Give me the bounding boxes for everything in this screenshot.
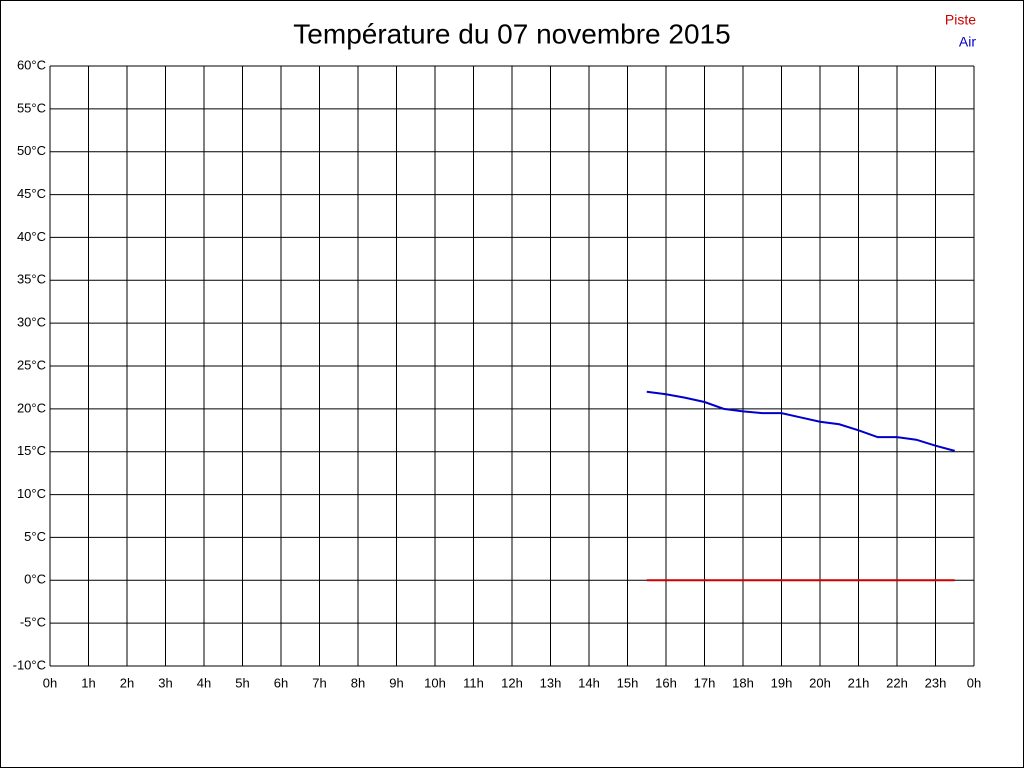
x-tick-label: 2h [120,675,134,690]
y-tick-label: 15°C [17,443,46,458]
x-tick-label: 3h [158,675,172,690]
y-tick-label: 10°C [17,486,46,501]
x-tick-label: 13h [540,675,562,690]
x-tick-label: 1h [81,675,95,690]
y-tick-label: -10°C [13,657,46,672]
y-tick-label: 50°C [17,143,46,158]
y-tick-label: 25°C [17,357,46,372]
y-tick-label: 0°C [24,572,46,587]
y-tick-label: -5°C [20,615,46,630]
chart-title: Température du 07 novembre 2015 [293,18,730,49]
x-tick-label: 6h [274,675,288,690]
y-tick-label: 30°C [17,315,46,330]
x-tick-label: 8h [351,675,365,690]
x-tick-label: 4h [197,675,211,690]
x-tick-label: 16h [655,675,677,690]
x-tick-label: 18h [732,675,754,690]
y-tick-label: 55°C [17,100,46,115]
y-tick-label: 20°C [17,400,46,415]
x-tick-label: 9h [389,675,403,690]
y-tick-label: 5°C [24,529,46,544]
x-tick-label: 15h [617,675,639,690]
y-tick-label: 45°C [17,186,46,201]
series-line [646,390,956,452]
x-tick-label: 23h [925,675,947,690]
x-tick-label: 0h [43,675,57,690]
legend-label: Air [959,34,976,50]
y-tick-label: 60°C [17,57,46,72]
legend-label: Piste [945,12,976,28]
x-tick-label: 7h [312,675,326,690]
x-tick-label: 21h [848,675,870,690]
x-tick-label: 22h [886,675,908,690]
x-tick-label: 5h [235,675,249,690]
x-tick-label: 19h [771,675,793,690]
y-tick-label: 35°C [17,272,46,287]
x-tick-label: 17h [694,675,716,690]
x-tick-label: 12h [501,675,523,690]
x-tick-label: 11h [463,675,484,690]
x-tick-label: 14h [578,675,600,690]
y-tick-label: 40°C [17,229,46,244]
x-tick-label: 20h [809,675,831,690]
x-tick-label: 0h [967,675,981,690]
x-tick-label: 10h [424,675,446,690]
